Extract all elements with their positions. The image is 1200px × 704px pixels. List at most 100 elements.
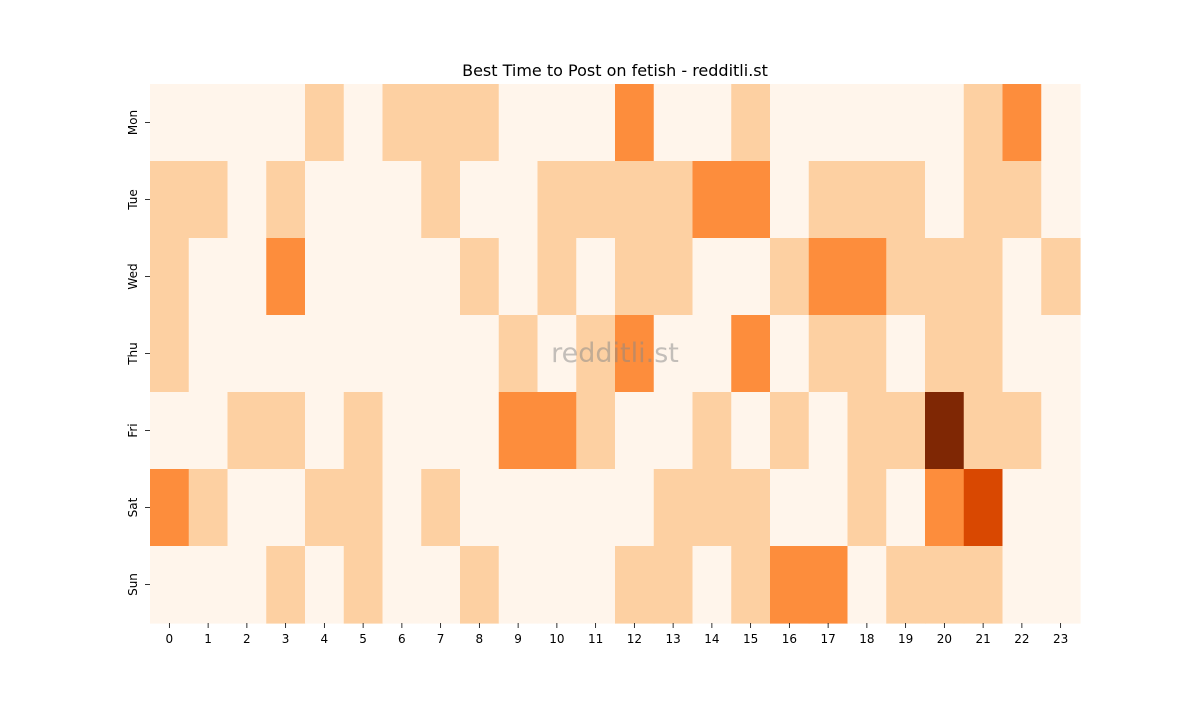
heatmap-cell-thu-9 (498, 315, 539, 393)
y-tick-label-sun: Sun (126, 573, 140, 596)
y-tick-label-sat: Sat (126, 497, 140, 517)
heatmap-cell-sat-14 (692, 469, 732, 547)
heatmap-cell-thu-3 (266, 315, 306, 393)
heatmap-cell-mon-14 (692, 84, 732, 162)
heatmap-cell-fri-20 (925, 392, 965, 470)
heatmap-cell-sat-21 (963, 469, 1004, 547)
y-tick-label-mon: Mon (126, 110, 140, 135)
heatmap-cell-fri-8 (460, 392, 500, 470)
x-axis: 0 1 2 3 4 5 6 7 8 9 10 11 12 13 14 15 16 17 18 19 20 21 22 23 (166, 623, 1068, 646)
heatmap-cell-wed-1 (188, 238, 229, 316)
heatmap-cell-tue-2 (227, 161, 267, 239)
heatmap-cell-tue-7 (421, 161, 461, 239)
heatmap-cell-tue-10 (537, 161, 577, 239)
heatmap-cell-thu-16 (770, 315, 810, 393)
heatmap-cell-sun-5 (343, 546, 384, 624)
heatmap-cell-thu-5 (343, 315, 384, 393)
heatmap-cell-sat-10 (537, 469, 577, 547)
heatmap-cell-thu-21 (963, 315, 1004, 393)
heatmap-cell-mon-23 (1041, 84, 1081, 162)
heatmap-cell-fri-7 (421, 392, 461, 470)
heatmap-cell-wed-11 (576, 238, 616, 316)
heatmap-cell-thu-17 (808, 315, 849, 393)
heatmap-cell-sun-16 (770, 546, 810, 624)
heatmap-cell-sat-12 (615, 469, 655, 547)
x-tick-label: 22 (1014, 632, 1029, 646)
heatmap-cell-wed-4 (305, 238, 345, 316)
heatmap-cell-thu-14 (692, 315, 732, 393)
heatmap-cell-thu-23 (1041, 315, 1081, 393)
heatmap-cell-wed-15 (731, 238, 771, 316)
heatmap-cell-fri-12 (615, 392, 655, 470)
heatmap-cell-wed-0 (150, 238, 190, 316)
x-tick-label: 5 (359, 632, 367, 646)
heatmap-cell-wed-22 (1002, 238, 1042, 316)
heatmap-cell-wed-2 (227, 238, 267, 316)
heatmap-cell-sat-18 (847, 469, 887, 547)
heatmap-cell-mon-3 (266, 84, 306, 162)
heatmap-cells (150, 84, 1081, 624)
heatmap-cell-wed-10 (537, 238, 577, 316)
heatmap-cell-thu-18 (847, 315, 887, 393)
heatmap-cell-sun-21 (963, 546, 1004, 624)
heatmap-cell-thu-19 (886, 315, 926, 393)
heatmap-cell-mon-17 (808, 84, 849, 162)
heatmap-cell-wed-12 (615, 238, 655, 316)
heatmap-cell-wed-21 (963, 238, 1004, 316)
heatmap-cell-sun-20 (925, 546, 965, 624)
heatmap-cell-fri-16 (770, 392, 810, 470)
heatmap-cell-sun-8 (460, 546, 500, 624)
heatmap-cell-fri-4 (305, 392, 345, 470)
x-tick-label: 14 (704, 632, 719, 646)
heatmap-cell-mon-12 (615, 84, 655, 162)
heatmap-cell-thu-11 (576, 315, 616, 393)
heatmap-cell-sat-1 (188, 469, 229, 547)
heatmap-cell-sat-5 (343, 469, 384, 547)
heatmap-cell-sun-6 (382, 546, 422, 624)
heatmap-cell-tue-0 (150, 161, 190, 239)
heatmap-cell-sun-19 (886, 546, 926, 624)
heatmap-cell-fri-21 (963, 392, 1004, 470)
x-tick-label: 8 (476, 632, 484, 646)
heatmap-cell-mon-4 (305, 84, 345, 162)
heatmap-cell-mon-8 (460, 84, 500, 162)
heatmap-cell-tue-22 (1002, 161, 1042, 239)
heatmap-cell-sun-2 (227, 546, 267, 624)
heatmap-cell-sat-3 (266, 469, 306, 547)
heatmap-cell-thu-15 (731, 315, 771, 393)
heatmap-cell-tue-20 (925, 161, 965, 239)
x-tick-label: 16 (782, 632, 797, 646)
heatmap-cell-fri-0 (150, 392, 190, 470)
heatmap-cell-tue-15 (731, 161, 771, 239)
heatmap-cell-mon-9 (498, 84, 539, 162)
heatmap-cell-sat-17 (808, 469, 849, 547)
heatmap-cell-tue-6 (382, 161, 422, 239)
heatmap-cell-wed-5 (343, 238, 384, 316)
heatmap-cell-fri-18 (847, 392, 887, 470)
heatmap-cell-sun-12 (615, 546, 655, 624)
heatmap-cell-fri-6 (382, 392, 422, 470)
heatmap-cell-sun-3 (266, 546, 306, 624)
x-tick-label: 19 (898, 632, 913, 646)
heatmap-cell-tue-12 (615, 161, 655, 239)
heatmap-cell-mon-2 (227, 84, 267, 162)
heatmap-cell-tue-16 (770, 161, 810, 239)
heatmap-cell-sun-7 (421, 546, 461, 624)
heatmap-cell-mon-6 (382, 84, 422, 162)
heatmap-cell-fri-3 (266, 392, 306, 470)
heatmap-cell-fri-19 (886, 392, 926, 470)
heatmap-cell-sun-1 (188, 546, 229, 624)
heatmap-cell-mon-13 (653, 84, 694, 162)
heatmap-cell-tue-4 (305, 161, 345, 239)
heatmap-cell-thu-6 (382, 315, 422, 393)
heatmap-cell-sun-0 (150, 546, 190, 624)
heatmap-cell-thu-22 (1002, 315, 1042, 393)
heatmap-cell-sat-2 (227, 469, 267, 547)
heatmap-cell-wed-13 (653, 238, 694, 316)
heatmap-cell-mon-7 (421, 84, 461, 162)
heatmap-cell-thu-7 (421, 315, 461, 393)
x-tick-label: 13 (665, 632, 680, 646)
heatmap-cell-fri-2 (227, 392, 267, 470)
heatmap-cell-sat-16 (770, 469, 810, 547)
heatmap-cell-sat-13 (653, 469, 694, 547)
